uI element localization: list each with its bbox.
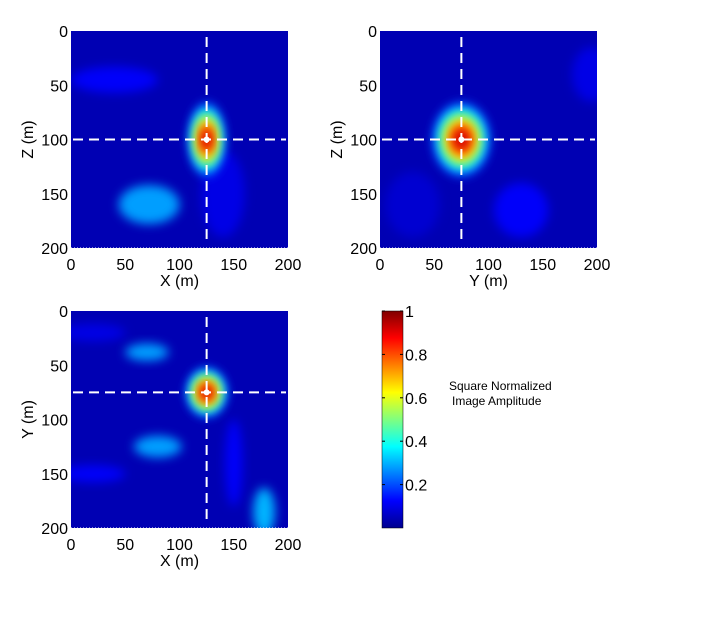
colorbar-tick-label: 1 [405, 304, 414, 321]
x-tick-label: 0 [67, 537, 76, 554]
heatmap-feature [133, 435, 182, 458]
peak-marker [203, 136, 210, 143]
y-tick-label: 50 [359, 78, 377, 95]
y-tick-label: 150 [350, 187, 377, 204]
x-tick-label: 200 [584, 257, 611, 274]
heatmap-feature [493, 182, 549, 238]
heatmap-feature [253, 487, 275, 528]
y-tick-label: 150 [41, 467, 68, 484]
colorbar-tick-label: 0.6 [405, 391, 427, 408]
y-tick-label: 0 [59, 304, 68, 321]
x-axis-label: X (m) [160, 553, 199, 570]
x-tick-label: 200 [275, 537, 302, 554]
y-axis-label: Z (m) [329, 120, 346, 158]
x-tick-label: 150 [529, 257, 556, 274]
heatmap-feature [71, 465, 126, 483]
x-tick-label: 150 [220, 537, 247, 554]
x-tick-label: 100 [166, 257, 193, 274]
y-tick-label: 50 [50, 78, 68, 95]
heatmap-background [71, 311, 288, 528]
colorbar-label-line2: Image Amplitude [452, 394, 542, 408]
x-tick-label: 50 [116, 537, 134, 554]
y-tick-label: 200 [41, 521, 68, 538]
peak-marker [203, 389, 210, 396]
peak-marker [458, 136, 465, 143]
x-axis-label: Y (m) [469, 273, 508, 290]
y-axis-label: Z (m) [20, 120, 37, 158]
heatmap-feature [125, 343, 169, 361]
y-tick-label: 100 [41, 133, 68, 150]
x-tick-label: 150 [220, 257, 247, 274]
y-axis-label: Y (m) [20, 400, 37, 439]
colorbar-tick-label: 0.8 [405, 347, 427, 364]
x-axis-label: X (m) [160, 273, 199, 290]
x-tick-label: 0 [376, 257, 385, 274]
y-tick-label: 0 [368, 24, 377, 41]
colorbar-tick-label: 0.2 [405, 478, 427, 495]
x-tick-label: 200 [275, 257, 302, 274]
heatmap-feature [225, 419, 243, 507]
y-tick-label: 200 [41, 241, 68, 258]
y-tick-label: 50 [50, 358, 68, 375]
x-tick-label: 50 [425, 257, 443, 274]
colorbar: 0.2 0.4 0.6 0.8 1 Square Normalized Image Am… [381, 304, 552, 529]
heatmap-feature [71, 324, 126, 342]
x-tick-label: 100 [166, 537, 193, 554]
heatmap-feature [572, 47, 597, 102]
colorbar-gradient [381, 310, 404, 529]
y-tick-label: 100 [350, 133, 377, 150]
y-tick-label: 200 [350, 241, 377, 258]
y-tick-label: 100 [41, 413, 68, 430]
y-tick-label: 150 [41, 187, 68, 204]
colorbar-label-line1: Square Normalized [449, 379, 552, 393]
heatmap-feature [118, 185, 180, 225]
x-tick-label: 0 [67, 257, 76, 274]
heatmap-feature [385, 172, 440, 238]
heatmap-feature [71, 66, 158, 93]
colorbar-tick-label: 0.4 [405, 434, 427, 451]
x-tick-label: 50 [116, 257, 134, 274]
x-tick-label: 100 [475, 257, 502, 274]
y-tick-label: 0 [59, 24, 68, 41]
